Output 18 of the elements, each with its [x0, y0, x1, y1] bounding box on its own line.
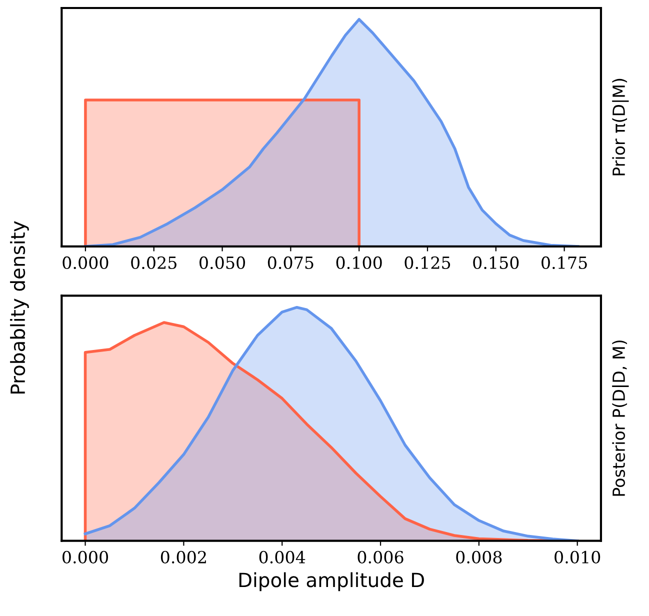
y2-axis-title: Posterior P(D|D, M): [612, 340, 629, 496]
x-tick-label: 0.006: [358, 550, 404, 564]
x-tick-label: 0.000: [62, 256, 108, 270]
x-tick-label: 0.025: [131, 256, 176, 270]
x-tick-label: 0.050: [200, 256, 246, 270]
x-tick-label: 0.002: [160, 550, 206, 564]
x-tick-label: 0.008: [456, 550, 502, 564]
x-tick-label: 0.075: [268, 256, 314, 270]
x-tick-label: 0.004: [259, 550, 306, 564]
x-tick-label: 0.000: [62, 550, 108, 564]
y-axis-title: Probablity density: [10, 221, 29, 394]
x-tick-label: 0.125: [404, 256, 450, 270]
x-tick-label: 0.150: [473, 256, 519, 270]
y2-axis-title: Prior π(D|M): [612, 78, 629, 176]
x-tick-label: 0.010: [554, 550, 600, 564]
x-axis-title: Dipole amplitude D: [239, 572, 424, 592]
x-tick-label: 0.175: [542, 256, 587, 270]
x-tick-label: 0.100: [336, 256, 382, 270]
